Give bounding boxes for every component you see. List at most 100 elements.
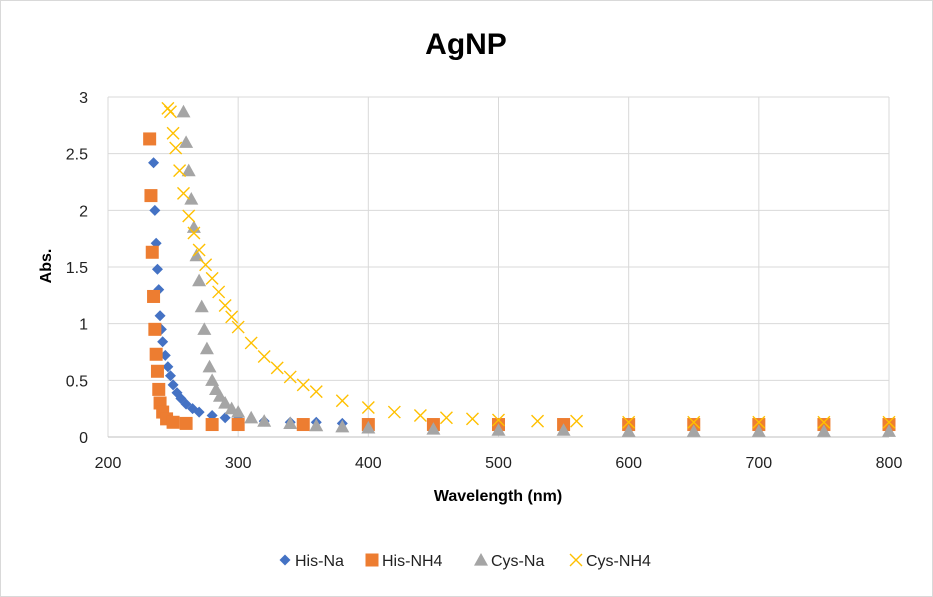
data-point xyxy=(361,401,375,415)
x-tick-label: 300 xyxy=(225,455,252,472)
data-point xyxy=(202,359,217,373)
data-point xyxy=(149,347,163,361)
data-point xyxy=(882,424,896,437)
legend-item: Cys-NH4 xyxy=(569,553,651,570)
x-axis-label: Wavelength (nm) xyxy=(434,488,562,505)
data-point xyxy=(145,245,159,259)
data-point xyxy=(283,416,298,429)
data-point xyxy=(164,370,176,382)
data-point xyxy=(199,341,214,355)
data-point xyxy=(816,424,831,437)
data-point xyxy=(186,220,201,233)
data-point xyxy=(205,271,219,285)
legend-item: His-Na xyxy=(279,553,344,570)
data-point xyxy=(193,406,205,418)
series-his-na xyxy=(148,157,895,433)
y-tick-label: 0.5 xyxy=(66,373,88,390)
series-his-nh4 xyxy=(143,132,896,432)
data-point xyxy=(817,415,831,429)
data-point xyxy=(465,412,479,426)
x-tick-label: 500 xyxy=(485,455,512,472)
data-point xyxy=(751,424,766,437)
legend-marker xyxy=(569,553,583,567)
data-point xyxy=(621,424,636,437)
data-point xyxy=(257,350,271,364)
legend-label: Cys-NH4 xyxy=(586,553,651,570)
data-point xyxy=(361,420,376,434)
data-point xyxy=(426,422,441,435)
data-point xyxy=(149,204,161,216)
y-axis-label: Abs. xyxy=(38,249,55,284)
data-point xyxy=(225,310,239,324)
data-point xyxy=(157,336,169,348)
data-point xyxy=(150,364,164,378)
x-tick-label: 200 xyxy=(95,455,122,472)
data-point xyxy=(169,141,183,155)
data-point xyxy=(167,379,179,391)
data-point xyxy=(413,408,427,422)
data-point xyxy=(882,415,896,429)
legend: His-Na His-NH4 Cys-Na Cys-NH4 xyxy=(279,553,651,570)
y-tick-label: 1.5 xyxy=(66,260,88,277)
legend-label: Cys-Na xyxy=(491,553,544,570)
data-point xyxy=(151,263,163,275)
data-point xyxy=(244,410,259,424)
data-point xyxy=(687,415,701,429)
tick-labels: 200 300 400 500 600 700 800 0 0.5 1 1.5 2 2.5 3 xyxy=(66,90,903,472)
data-point xyxy=(686,424,701,437)
data-point xyxy=(309,385,323,399)
y-tick-label: 2 xyxy=(79,203,88,220)
data-point xyxy=(218,396,233,409)
x-tick-label: 700 xyxy=(745,455,772,472)
data-point xyxy=(244,336,258,350)
data-point xyxy=(283,370,297,384)
data-point xyxy=(148,157,160,169)
chart-title: AgNP xyxy=(425,28,507,61)
data-point xyxy=(556,423,571,436)
data-point xyxy=(218,299,232,313)
data-point xyxy=(197,322,212,335)
legend-label: His-Na xyxy=(295,553,344,570)
data-point xyxy=(162,361,174,373)
data-point xyxy=(181,163,196,177)
x-tick-label: 800 xyxy=(876,455,903,472)
grid-lines xyxy=(107,96,890,437)
data-point xyxy=(205,373,220,386)
legend-label: His-NH4 xyxy=(382,553,443,570)
legend-marker xyxy=(279,554,291,566)
data-point xyxy=(154,310,166,322)
data-point xyxy=(179,135,194,148)
data-point xyxy=(387,405,401,419)
data-point xyxy=(570,414,584,428)
data-point xyxy=(187,226,201,240)
data-point xyxy=(166,126,180,140)
data-point xyxy=(296,378,310,392)
series-cys-na xyxy=(176,104,896,437)
legend-marker xyxy=(474,553,488,566)
y-tick-label: 0 xyxy=(79,430,88,447)
data-point xyxy=(173,164,187,178)
data-point xyxy=(189,248,204,262)
data-point xyxy=(147,289,161,303)
data-point xyxy=(309,418,324,432)
data-point xyxy=(199,258,213,272)
data-point xyxy=(231,320,245,334)
data-point xyxy=(192,273,207,287)
data-point xyxy=(179,416,193,430)
data-point xyxy=(143,132,157,146)
data-point xyxy=(270,361,284,375)
data-point xyxy=(752,415,766,429)
data-point xyxy=(335,419,350,433)
data-point xyxy=(231,418,245,432)
data-point xyxy=(219,412,231,424)
data-point xyxy=(492,413,505,427)
x-tick-label: 600 xyxy=(615,455,642,472)
y-tick-label: 2.5 xyxy=(66,147,88,164)
legend-item: Cys-Na xyxy=(474,553,544,570)
data-point xyxy=(622,415,636,429)
data-point xyxy=(231,405,246,418)
series-cys-nh4 xyxy=(161,101,896,429)
data-point xyxy=(152,382,166,396)
data-point xyxy=(184,192,199,205)
data-points xyxy=(143,101,896,437)
